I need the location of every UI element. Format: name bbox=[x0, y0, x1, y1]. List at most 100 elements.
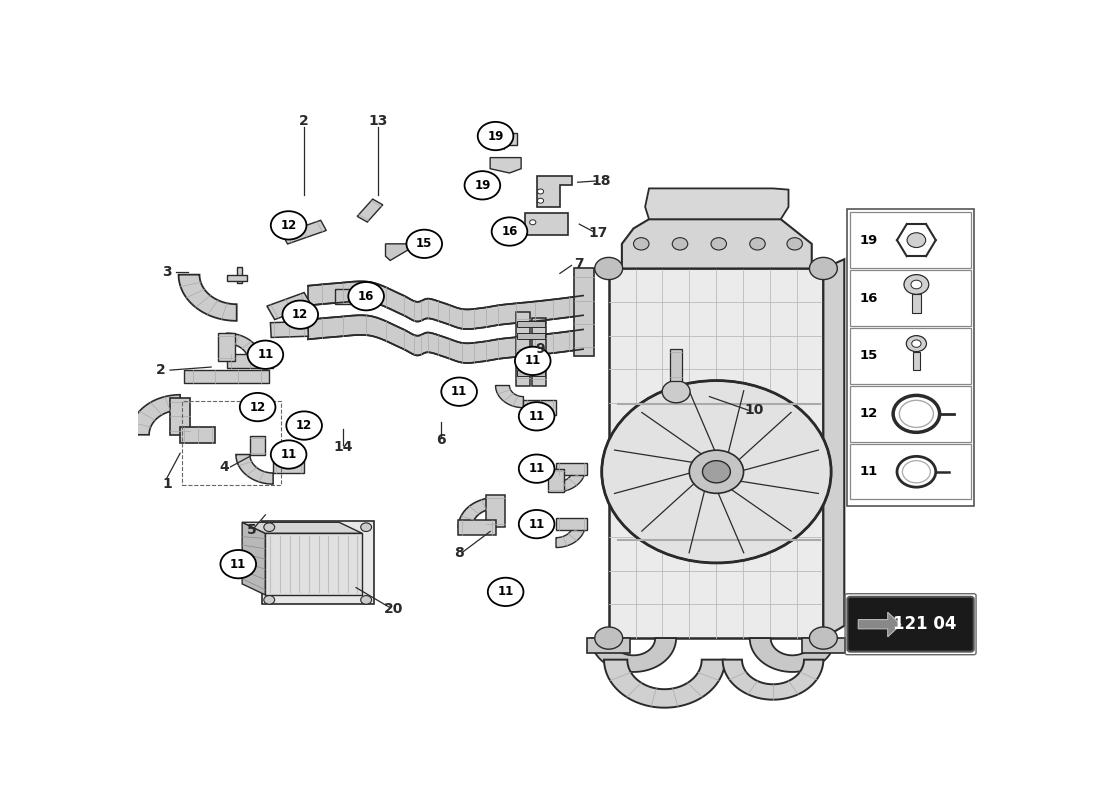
Circle shape bbox=[349, 282, 384, 310]
Polygon shape bbox=[227, 274, 246, 281]
Polygon shape bbox=[591, 638, 676, 672]
Polygon shape bbox=[645, 188, 789, 219]
Polygon shape bbox=[517, 352, 546, 358]
Polygon shape bbox=[548, 469, 563, 492]
Circle shape bbox=[602, 381, 832, 563]
FancyBboxPatch shape bbox=[847, 597, 974, 652]
Circle shape bbox=[690, 450, 744, 494]
Text: 11: 11 bbox=[230, 558, 246, 570]
Polygon shape bbox=[178, 274, 236, 321]
Polygon shape bbox=[750, 638, 835, 672]
Polygon shape bbox=[271, 322, 308, 338]
Circle shape bbox=[711, 238, 726, 250]
Circle shape bbox=[286, 411, 322, 440]
Circle shape bbox=[912, 340, 921, 347]
Polygon shape bbox=[130, 394, 180, 435]
Text: 11: 11 bbox=[860, 466, 878, 478]
Text: 13: 13 bbox=[368, 114, 387, 128]
Text: 20: 20 bbox=[384, 602, 403, 615]
Text: 19: 19 bbox=[487, 130, 504, 142]
Text: 15: 15 bbox=[860, 350, 878, 362]
FancyBboxPatch shape bbox=[849, 270, 971, 326]
Circle shape bbox=[464, 171, 500, 199]
Text: 121 04: 121 04 bbox=[893, 615, 957, 634]
Text: 19: 19 bbox=[474, 179, 491, 192]
Polygon shape bbox=[525, 213, 568, 234]
Text: 11: 11 bbox=[497, 586, 514, 598]
Polygon shape bbox=[670, 349, 682, 381]
FancyBboxPatch shape bbox=[849, 444, 971, 499]
Circle shape bbox=[515, 346, 551, 375]
Text: 1: 1 bbox=[162, 477, 172, 491]
Polygon shape bbox=[250, 436, 265, 454]
Polygon shape bbox=[336, 289, 361, 304]
Circle shape bbox=[361, 523, 372, 531]
Polygon shape bbox=[556, 524, 585, 547]
Polygon shape bbox=[517, 370, 546, 376]
Polygon shape bbox=[608, 269, 824, 638]
Text: 12: 12 bbox=[293, 308, 308, 321]
Polygon shape bbox=[556, 518, 587, 530]
Circle shape bbox=[283, 301, 318, 329]
Circle shape bbox=[220, 550, 256, 578]
Circle shape bbox=[248, 341, 283, 369]
Circle shape bbox=[703, 461, 730, 483]
Circle shape bbox=[530, 220, 536, 225]
Polygon shape bbox=[273, 461, 304, 473]
Circle shape bbox=[672, 238, 688, 250]
Polygon shape bbox=[621, 219, 812, 269]
Circle shape bbox=[911, 280, 922, 289]
Circle shape bbox=[519, 454, 554, 483]
Text: 11: 11 bbox=[451, 385, 468, 398]
Text: 18: 18 bbox=[591, 174, 611, 188]
Polygon shape bbox=[517, 321, 546, 327]
Polygon shape bbox=[802, 638, 845, 654]
Polygon shape bbox=[282, 220, 327, 244]
Polygon shape bbox=[556, 469, 585, 492]
Text: 11: 11 bbox=[528, 518, 544, 530]
Text: 3: 3 bbox=[162, 265, 172, 278]
Circle shape bbox=[595, 627, 623, 649]
Circle shape bbox=[361, 595, 372, 604]
Polygon shape bbox=[358, 199, 383, 222]
Polygon shape bbox=[524, 400, 556, 415]
Text: 2: 2 bbox=[299, 114, 309, 128]
Text: 16: 16 bbox=[860, 291, 878, 305]
Polygon shape bbox=[486, 495, 505, 527]
Polygon shape bbox=[532, 318, 546, 386]
Polygon shape bbox=[242, 522, 362, 534]
Polygon shape bbox=[235, 454, 273, 484]
Polygon shape bbox=[218, 333, 235, 361]
FancyBboxPatch shape bbox=[849, 386, 971, 442]
Circle shape bbox=[406, 230, 442, 258]
Circle shape bbox=[477, 122, 514, 150]
Polygon shape bbox=[824, 259, 845, 638]
Polygon shape bbox=[265, 534, 362, 595]
Text: 10: 10 bbox=[744, 403, 763, 417]
Polygon shape bbox=[495, 386, 524, 408]
Polygon shape bbox=[556, 462, 587, 475]
Text: 4: 4 bbox=[219, 460, 229, 474]
Circle shape bbox=[519, 402, 554, 430]
Circle shape bbox=[264, 523, 275, 531]
Circle shape bbox=[810, 627, 837, 649]
Polygon shape bbox=[491, 158, 521, 173]
Text: 2: 2 bbox=[156, 363, 166, 377]
Circle shape bbox=[538, 189, 543, 194]
Text: 14: 14 bbox=[333, 440, 353, 454]
Circle shape bbox=[264, 595, 275, 604]
Text: 12: 12 bbox=[250, 401, 266, 414]
Text: 16: 16 bbox=[358, 290, 374, 302]
Text: 12: 12 bbox=[280, 219, 297, 232]
Polygon shape bbox=[913, 352, 921, 370]
Text: 16: 16 bbox=[502, 225, 518, 238]
Text: 15: 15 bbox=[416, 238, 432, 250]
Circle shape bbox=[441, 378, 477, 406]
Polygon shape bbox=[459, 520, 495, 534]
Polygon shape bbox=[227, 333, 262, 361]
Circle shape bbox=[492, 218, 527, 246]
Text: 7: 7 bbox=[574, 257, 584, 270]
Polygon shape bbox=[385, 244, 411, 261]
Polygon shape bbox=[912, 294, 921, 314]
Polygon shape bbox=[242, 522, 265, 595]
